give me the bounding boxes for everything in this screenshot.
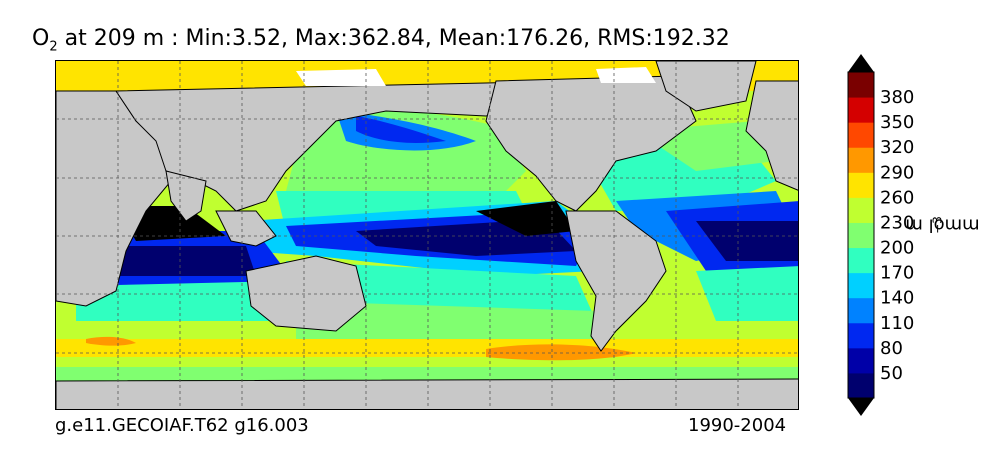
map-panel — [55, 60, 799, 410]
colorbar-swatch — [848, 247, 874, 274]
colorbar-swatch — [848, 272, 874, 299]
colorbar-extend-min — [848, 398, 874, 416]
colorbar-swatch — [848, 197, 874, 223]
colorbar-swatch — [848, 97, 874, 123]
colorbar-tick-label: 50 — [880, 363, 903, 384]
colorbar-swatch — [848, 347, 874, 374]
colorbar-swatches — [847, 54, 875, 416]
colorbar-swatch — [848, 122, 874, 148]
colorbar-swatch — [848, 172, 874, 198]
lat-lon-grid — [56, 61, 798, 409]
colorbar-swatch — [848, 372, 874, 399]
colorbar-unit-label: mmol m −3 — [904, 214, 980, 236]
colorbar-tick-label: 170 — [880, 263, 914, 284]
ocean-oxygen-map — [56, 61, 798, 409]
colorbar-swatch — [848, 222, 874, 249]
land-masses — [56, 61, 798, 409]
colorbar-swatch — [848, 297, 874, 324]
sea-ice — [296, 67, 656, 86]
colorbar-swatch — [848, 322, 874, 349]
colorbar-tick-label: 140 — [880, 288, 914, 309]
colorbar-tick-label: 380 — [880, 87, 914, 108]
colorbar-frame — [847, 71, 875, 399]
colorbar-swatch — [848, 72, 874, 98]
colorbar-tick-label: 200 — [880, 238, 914, 259]
colorbar-tick-label: 260 — [880, 187, 914, 208]
colorbar-tick-label: 230 — [880, 212, 914, 233]
colorbar-ticks: 50 80 110 140 170 200 230 260 290 320 350 380 — [880, 87, 914, 384]
colorbar-tick-label: 80 — [880, 338, 903, 359]
colorbar-tick-label: 110 — [880, 313, 914, 334]
period-label: 1990-2004 — [688, 415, 787, 436]
plot-title: O2 at 209 m : Min:3.52, Max:362.84, Mean… — [32, 26, 730, 55]
colorbar-tick-label: 320 — [880, 137, 914, 158]
colorbar-extend-max — [848, 54, 874, 72]
case-name-label: g.e11.GECOIAF.T62 g16.003 — [55, 415, 309, 436]
colorbar: 50 80 110 140 170 200 230 260 290 320 350 380 — [847, 54, 914, 416]
colorbar-swatch — [848, 147, 874, 173]
colorbar-tick-label: 350 — [880, 112, 914, 133]
colorbar-tick-label: 290 — [880, 162, 914, 183]
